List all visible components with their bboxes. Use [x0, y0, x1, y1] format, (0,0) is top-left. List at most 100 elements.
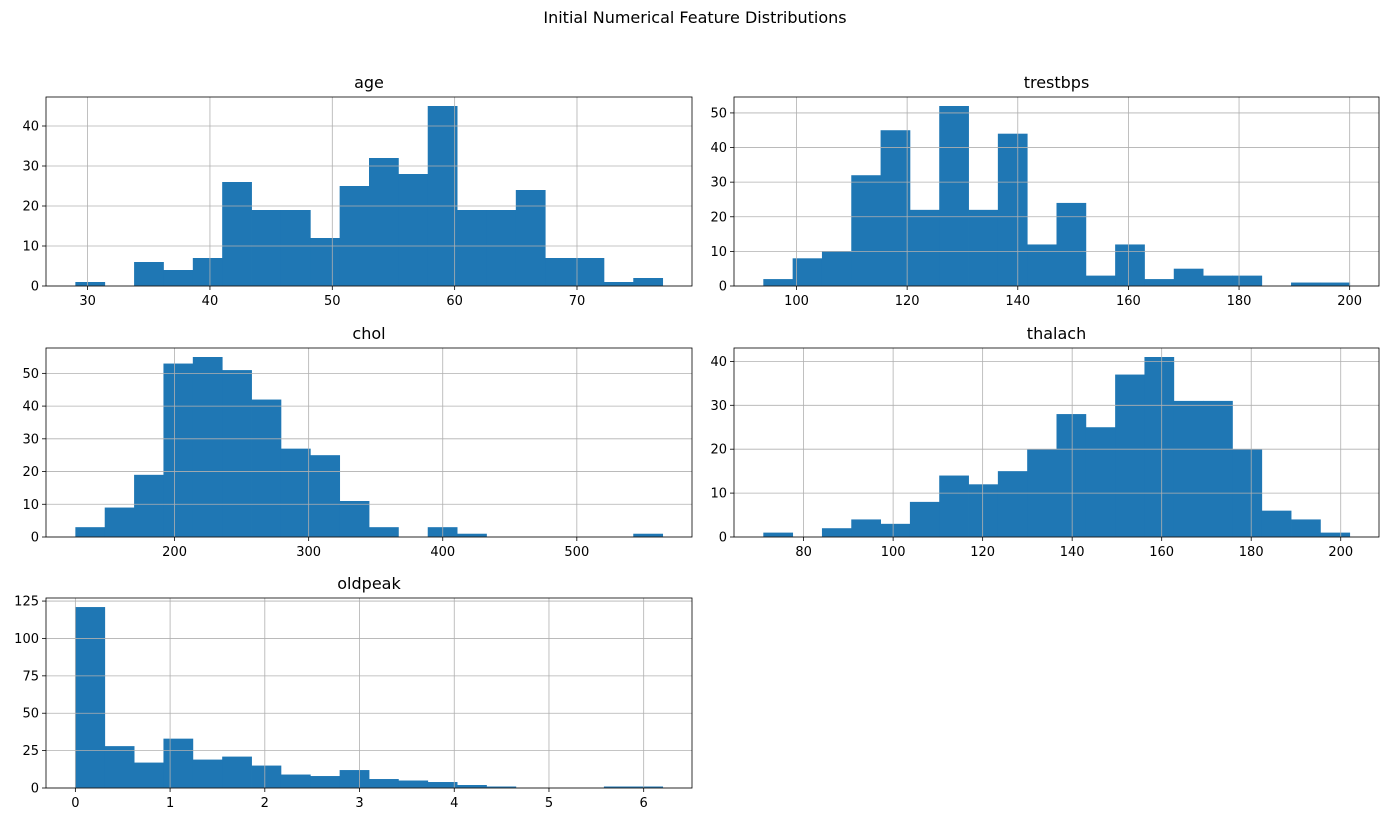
oldpeak-x-tick-label: 2 — [261, 796, 269, 811]
histogram-age: age 30 40 50 60 70 0 10 20 30 40 — [22, 73, 693, 309]
thalach-x-tick-label: 80 — [795, 545, 812, 560]
trestbps-y-tick-label: 30 — [710, 176, 727, 191]
oldpeak-bar — [75, 607, 106, 788]
histogram-oldpeak: oldpeak 0 1 2 3 4 5 6 0 25 50 75 100 125 — [14, 574, 693, 811]
oldpeak-bar — [192, 759, 223, 788]
oldpeak-bar — [427, 782, 458, 788]
thalach-bar — [1203, 400, 1233, 537]
trestbps-y-tick-label: 20 — [710, 210, 727, 225]
thalach-x-tick-label: 120 — [970, 545, 995, 560]
trestbps-y-tick-label: 10 — [710, 245, 727, 260]
thalach-bar — [997, 471, 1028, 537]
trestbps-bar — [997, 133, 1028, 286]
age-bar — [633, 278, 664, 286]
trestbps-title: trestbps — [1024, 73, 1090, 92]
trestbps-axes-frame — [733, 96, 1380, 287]
chol-bar — [192, 357, 223, 537]
oldpeak-bar — [134, 762, 164, 788]
oldpeak-bar — [369, 779, 399, 788]
age-x-tick-label: 40 — [202, 294, 219, 309]
age-y-tick-label: 10 — [22, 240, 39, 255]
oldpeak-x-tick-label: 4 — [450, 796, 458, 811]
chol-bar — [163, 363, 194, 537]
trestbps-bar — [821, 251, 852, 286]
chol-bar — [457, 533, 487, 537]
age-bar — [75, 282, 106, 286]
oldpeak-bar — [280, 774, 311, 788]
age-bar — [427, 106, 458, 286]
chol-y-tick-label: 50 — [22, 367, 39, 382]
thalach-y-tick-label: 10 — [710, 487, 727, 502]
oldpeak-bar — [222, 756, 252, 788]
age-y-tick-label: 40 — [22, 120, 39, 135]
thalach-bar — [763, 532, 794, 537]
oldpeak-x-tick-label: 6 — [640, 796, 648, 811]
trestbps-x-tick-label: 160 — [1116, 294, 1141, 309]
thalach-bar — [851, 519, 881, 537]
thalach-y-tick-label: 30 — [710, 399, 727, 414]
chol-bar — [134, 474, 164, 537]
thalach-y-tick-label: 0 — [719, 531, 727, 546]
age-bar — [192, 258, 223, 286]
thalach-bar — [909, 501, 940, 537]
age-bar — [486, 210, 517, 286]
oldpeak-y-tick-label: 50 — [22, 707, 39, 722]
histogram-trestbps: trestbps 100 120 140 160 180 200 0 10 20 30 40 50 — [710, 73, 1380, 309]
age-bar — [369, 158, 399, 286]
thalach-bar — [880, 523, 911, 537]
thalach-x-tick-label: 180 — [1239, 545, 1264, 560]
trestbps-bar — [1085, 275, 1116, 286]
trestbps-bar — [851, 175, 881, 286]
trestbps-y-tick-label: 50 — [710, 106, 727, 121]
trestbps-bar — [909, 209, 940, 286]
thalach-bar — [1115, 374, 1145, 537]
age-x-tick-label: 60 — [446, 294, 463, 309]
oldpeak-x-tick-label: 1 — [166, 796, 174, 811]
trestbps-y-tick-label: 0 — [719, 280, 727, 295]
chol-bar — [280, 448, 311, 537]
chol-y-tick-label: 0 — [31, 531, 39, 546]
chol-bar — [75, 527, 106, 537]
age-x-tick-label: 50 — [324, 294, 341, 309]
age-y-tick-label: 30 — [22, 160, 39, 175]
chol-y-tick-label: 10 — [22, 498, 39, 513]
age-x-tick-label: 30 — [79, 294, 96, 309]
chol-x-tick-label: 400 — [430, 545, 455, 560]
trestbps-x-tick-label: 200 — [1337, 294, 1362, 309]
thalach-y-tick-label: 40 — [710, 355, 727, 370]
age-bar — [134, 262, 164, 286]
age-bar — [545, 258, 575, 286]
histogram-chol: chol 200 300 400 500 0 10 20 30 40 50 — [22, 324, 693, 560]
oldpeak-bar — [104, 746, 135, 788]
trestbps-bar — [1144, 279, 1175, 286]
thalach-x-tick-label: 100 — [881, 545, 906, 560]
oldpeak-x-tick-label: 5 — [545, 796, 553, 811]
chol-bar — [104, 507, 135, 537]
chol-x-tick-label: 200 — [162, 545, 187, 560]
trestbps-bar — [763, 279, 794, 286]
trestbps-x-tick-label: 100 — [784, 294, 809, 309]
chol-bar — [369, 527, 399, 537]
oldpeak-bar — [486, 786, 517, 788]
oldpeak-bar — [603, 786, 634, 788]
oldpeak-bar — [398, 780, 429, 788]
oldpeak-y-tick-label: 25 — [22, 744, 39, 759]
chol-bar — [633, 533, 664, 537]
thalach-y-tick-label: 20 — [710, 443, 727, 458]
age-bar — [603, 282, 634, 286]
thalach-bar — [821, 528, 852, 537]
trestbps-x-tick-label: 180 — [1227, 294, 1252, 309]
age-bar — [280, 210, 311, 286]
age-bar — [163, 270, 194, 286]
oldpeak-y-tick-label: 75 — [22, 669, 39, 684]
trestbps-bar — [1320, 282, 1351, 286]
trestbps-bar — [1291, 282, 1321, 286]
trestbps-bar — [1027, 244, 1057, 286]
trestbps-bar — [1232, 275, 1263, 286]
thalach-bar — [939, 475, 969, 537]
oldpeak-x-tick-label: 3 — [355, 796, 363, 811]
thalach-x-tick-label: 140 — [1060, 545, 1085, 560]
thalach-x-tick-label: 160 — [1149, 545, 1174, 560]
chol-x-tick-label: 300 — [296, 545, 321, 560]
